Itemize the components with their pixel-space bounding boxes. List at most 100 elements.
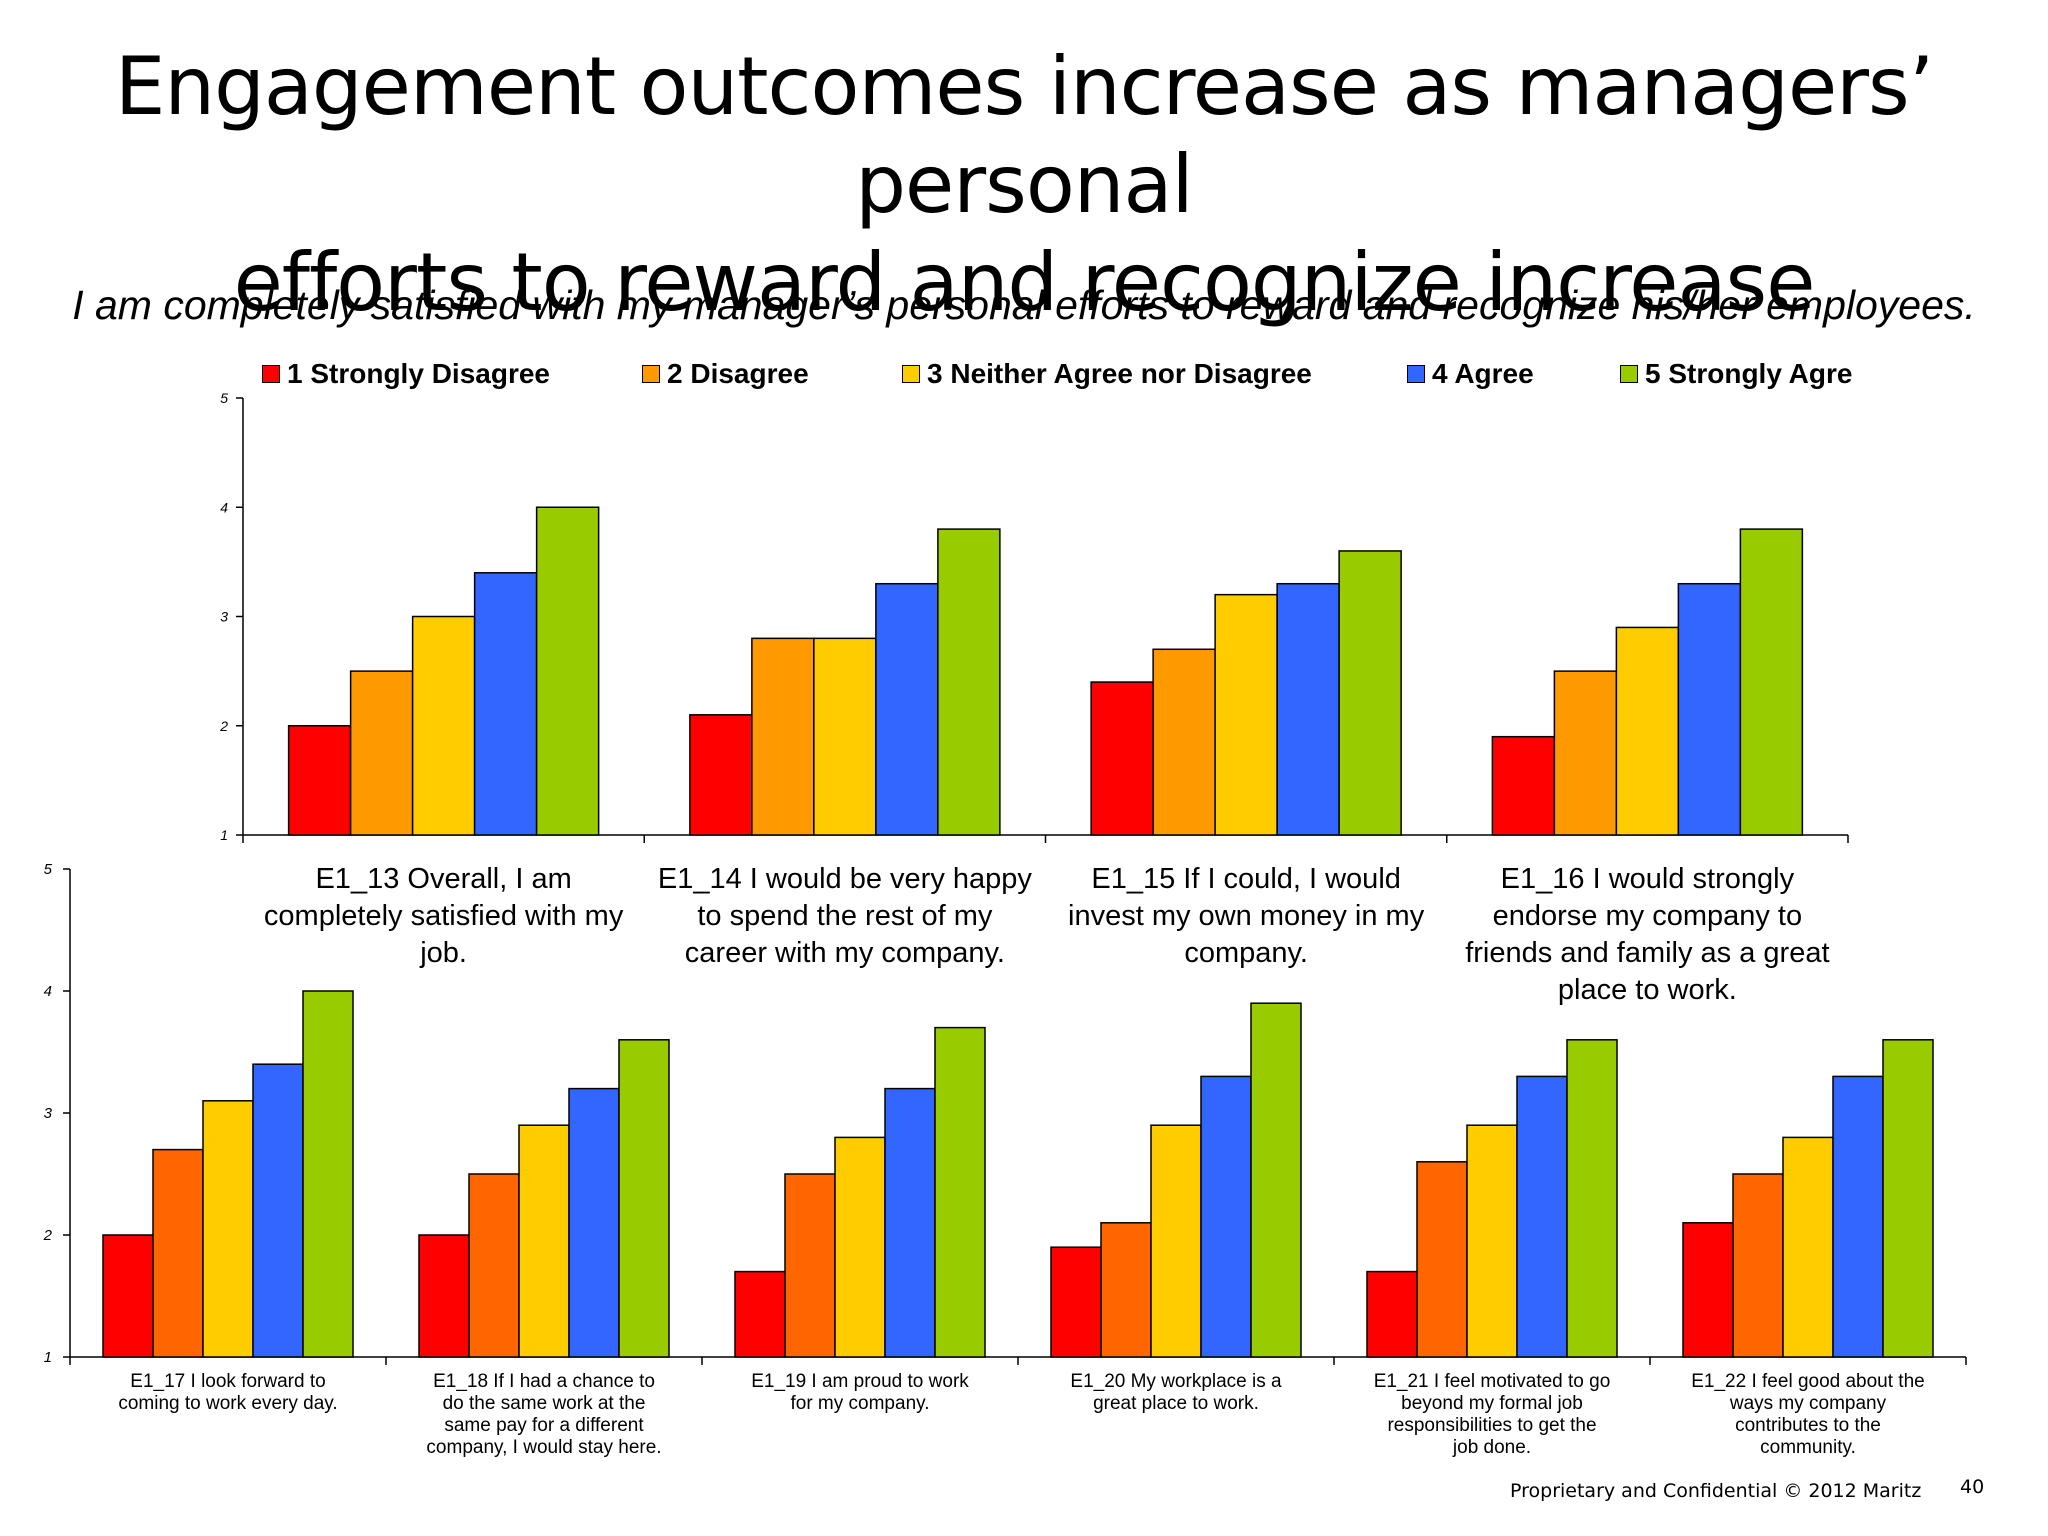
bottom-bar [734,1270,786,1358]
bottom-y-tick-label: 4 [44,983,52,1000]
bottom-bar [1882,1039,1934,1358]
top-category-label: E1_15 If I could, I would [1091,863,1401,895]
top-bar [349,670,414,836]
top-category-label: career with my company. [685,937,1005,969]
bottom-category-label: E1_19 I am proud to work [751,1371,969,1392]
bottom-bar [252,1063,304,1358]
legend-label-5: 5 Strongly Agre [1645,358,1853,389]
top-bar [535,506,600,836]
chart-subtitle: I am completely satisfied with my manage… [72,282,1976,328]
top-y-tick-label: 1 [220,827,228,843]
top-bar [411,615,476,836]
top-bar [1152,648,1216,836]
bottom-bar [152,1148,204,1358]
bottom-bar [1566,1039,1618,1358]
bottom-bar [1416,1161,1468,1358]
top-category-label: completely satisfied with my [264,900,624,932]
title-line-2: efforts to reward and recognize increase [233,236,1816,329]
bottom-category-label: E1_20 My workplace is a [1070,1371,1282,1392]
bottom-category-label: for my company. [790,1393,929,1414]
top-category-label: company. [1184,937,1308,969]
top-bar [813,637,877,836]
bottom-category-label: coming to work every day. [118,1393,337,1414]
legend-item-3: 3 Neither Agree nor Disagree [902,358,1312,390]
bottom-category-label: same pay for a different [444,1415,644,1436]
bottom-bar [1516,1075,1568,1358]
bottom-bar [1050,1246,1102,1358]
bottom-bar [1366,1270,1418,1358]
bottom-category-label: E1_17 I look forward to [130,1371,325,1392]
bottom-category-label: E1_21 I feel motivated to go [1374,1371,1611,1392]
top-bar [751,637,815,836]
legend-item-2: 2 Disagree [642,358,809,390]
top-bar [1276,582,1340,836]
bottom-y-tick-label: 3 [44,1105,53,1122]
bottom-bar [302,990,354,1358]
legend-item-5: 5 Strongly Agre [1620,358,1852,390]
bottom-bar [102,1234,154,1358]
top-bar [1090,681,1154,836]
top-y-tick-label: 2 [219,718,228,734]
bottom-category-label: responsibilities to get the [1387,1415,1596,1436]
bottom-category-label: ways my company [1729,1393,1887,1414]
top-category-label: place to work. [1558,974,1737,1006]
bottom-y-tick-label: 1 [44,1349,52,1366]
bottom-bar [784,1173,836,1358]
bottom-bar [418,1234,470,1358]
top-category-label: E1_13 Overall, I am [315,863,571,895]
bottom-bar [568,1087,620,1358]
bottom-category-label: job done. [1452,1437,1531,1458]
top-category-label: to spend the rest of my [697,900,992,932]
legend-label-1: 1 Strongly Disagree [287,358,550,389]
bottom-category-label: company, I would stay here. [426,1437,661,1458]
legend-swatch-5 [1620,365,1638,383]
top-category-label: E1_14 I would be very happy [658,863,1033,895]
bottom-category-label: great place to work. [1093,1393,1259,1414]
legend-swatch-4 [1407,365,1425,383]
top-bar [1553,670,1618,836]
bottom-bar [834,1136,886,1358]
top-bar [1615,626,1680,836]
bottom-bar [518,1124,570,1358]
bottom-bar [468,1173,520,1358]
bottom-category-label: E1_22 I feel good about the [1691,1371,1924,1392]
bottom-bar [202,1100,254,1358]
legend-item-1: 1 Strongly Disagree [262,358,550,390]
top-category-label: job. [419,937,467,969]
top-category-label: invest my own money in my [1068,900,1425,932]
bottom-category-label: contributes to the [1735,1415,1881,1436]
bottom-bar [884,1087,936,1358]
bottom-bar [1150,1124,1202,1358]
bottom-bar [1100,1222,1152,1358]
legend-item-4: 4 Agree [1407,358,1534,390]
top-bar [875,582,939,836]
bottom-y-tick-label: 5 [44,861,53,878]
bottom-bar [618,1039,670,1358]
legend-swatch-3 [902,365,920,383]
bottom-category-label: do the same work at the [443,1393,646,1414]
bottom-bar [1832,1075,1884,1358]
bottom-bar [1732,1173,1784,1358]
page-number: 40 [1960,1476,1985,1498]
top-bar [473,572,538,836]
top-bar [689,714,753,836]
top-category-label: endorse my company to [1493,900,1802,932]
bottom-bar [1250,1002,1302,1358]
legend-label-2: 2 Disagree [667,358,809,389]
bottom-category-label: community. [1760,1437,1856,1458]
top-bar [1491,735,1556,836]
bottom-bar [1682,1222,1734,1358]
bottom-bar [1200,1075,1252,1358]
legend-label-3: 3 Neither Agree nor Disagree [927,358,1312,389]
bottom-y-tick-label: 2 [43,1227,53,1244]
slide-title: Engagement outcomes increase as managers… [0,38,2048,332]
legend-swatch-2 [642,365,660,383]
bottom-category-label: E1_18 If I had a chance to [433,1371,655,1392]
title-line-1: Engagement outcomes increase as managers… [114,40,1934,231]
chart-legend: 1 Strongly Disagree 2 Disagree 3 Neither… [0,358,2048,398]
bottom-bar [934,1026,986,1358]
top-y-tick-label: 5 [220,390,228,406]
top-bar [287,725,352,836]
bottom-bar [1782,1136,1834,1358]
